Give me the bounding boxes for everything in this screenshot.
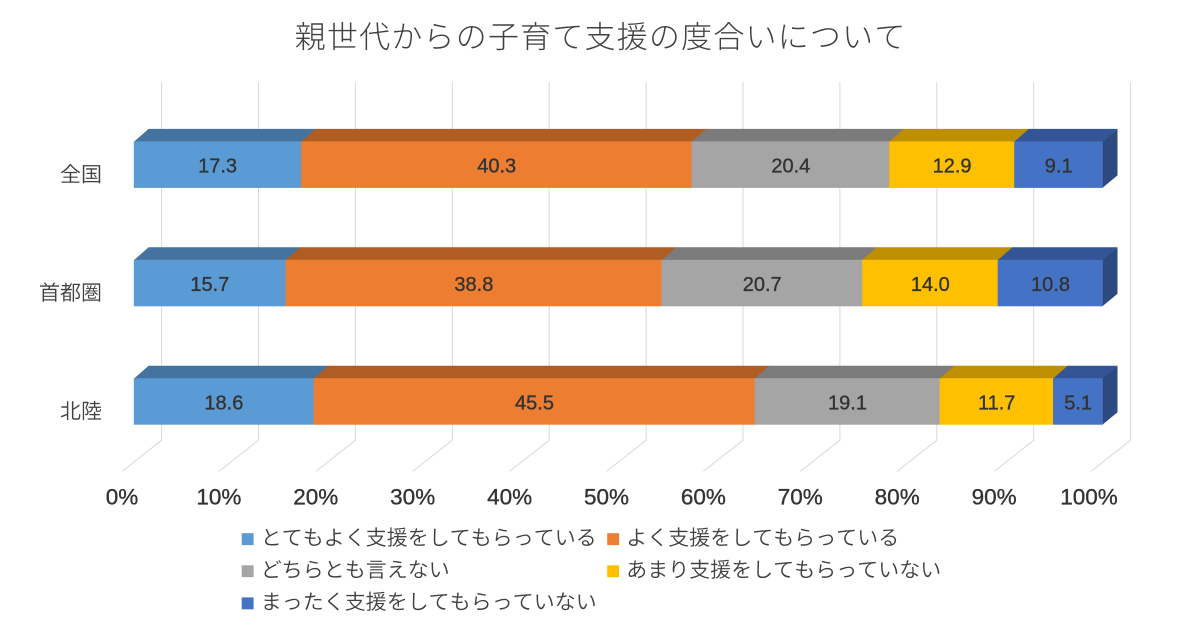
svg-text:15.7: 15.7 (190, 274, 229, 296)
svg-text:90%: 90% (972, 485, 1017, 510)
svg-text:12.9: 12.9 (933, 156, 972, 178)
svg-text:40%: 40% (487, 485, 532, 510)
svg-text:30%: 30% (390, 485, 435, 510)
svg-text:60%: 60% (681, 485, 726, 510)
svg-text:0%: 0% (106, 485, 139, 510)
svg-text:14.0: 14.0 (911, 274, 950, 296)
svg-text:20.4: 20.4 (771, 156, 810, 178)
svg-text:40.3: 40.3 (477, 156, 516, 178)
svg-text:38.8: 38.8 (454, 274, 493, 296)
svg-text:11.7: 11.7 (978, 393, 1015, 415)
svg-text:5.1: 5.1 (1064, 393, 1092, 415)
svg-text:19.1: 19.1 (828, 393, 867, 415)
svg-text:20%: 20% (293, 485, 338, 510)
svg-text:17.3: 17.3 (198, 156, 237, 178)
svg-text:70%: 70% (778, 485, 823, 510)
svg-text:10.8: 10.8 (1031, 274, 1070, 296)
svg-text:50%: 50% (584, 485, 629, 510)
svg-text:20.7: 20.7 (743, 274, 782, 296)
svg-text:9.1: 9.1 (1045, 156, 1073, 178)
svg-text:18.6: 18.6 (204, 393, 243, 415)
svg-text:100%: 100% (1060, 485, 1118, 510)
svg-text:45.5: 45.5 (515, 393, 554, 415)
svg-text:10%: 10% (196, 485, 241, 510)
svg-text:80%: 80% (875, 485, 920, 510)
